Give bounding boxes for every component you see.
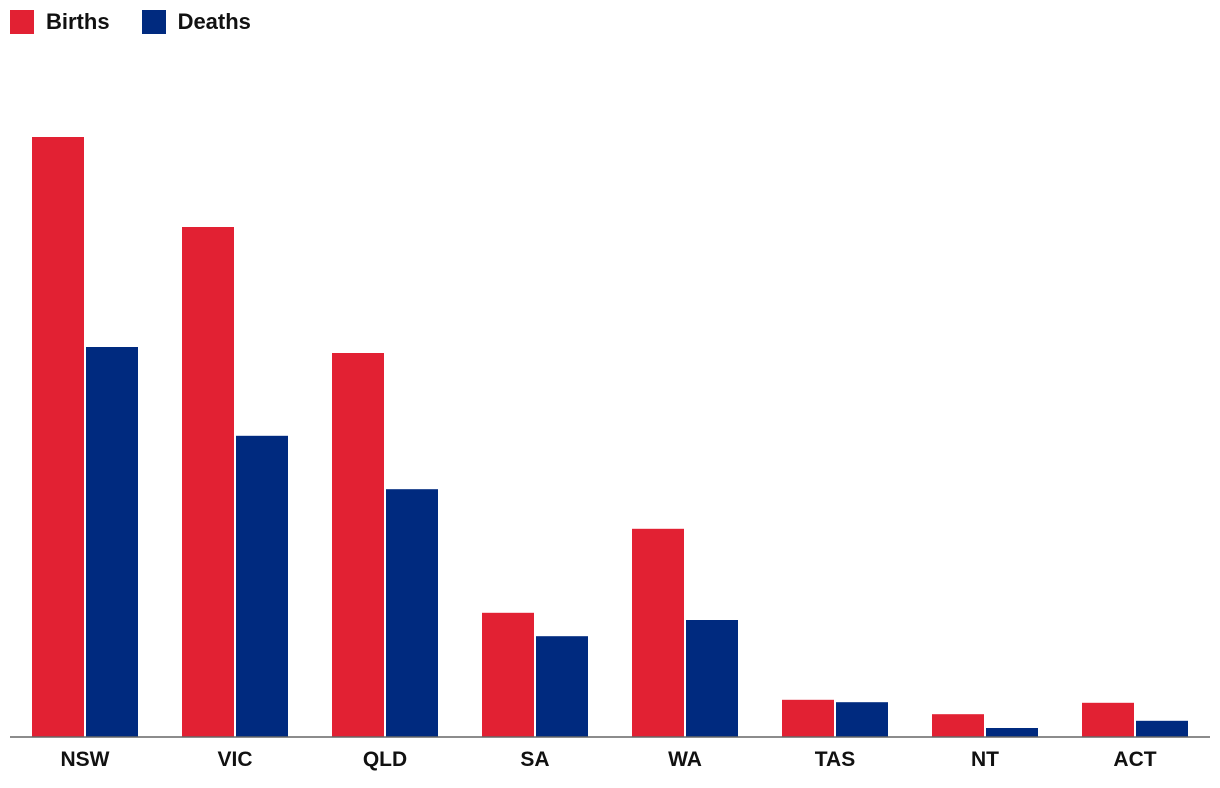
legend-label-births: Births: [46, 9, 110, 34]
x-tick-label-act: ACT: [1113, 748, 1156, 771]
x-tick-labels: NSW VIC QLD SA WA TAS NT ACT: [61, 748, 1157, 771]
legend: Births Deaths: [10, 8, 283, 36]
bar-births-tas: [782, 699, 834, 737]
x-tick-label-nsw: NSW: [61, 748, 110, 771]
bars-group: [32, 137, 1188, 737]
bar-deaths-vic: [236, 435, 288, 737]
bar-deaths-act: [1136, 720, 1188, 737]
legend-item-births: Births: [10, 8, 110, 36]
legend-swatch-deaths: [141, 10, 166, 34]
x-tick-label-vic: VIC: [217, 748, 252, 771]
bar-deaths-nsw: [86, 347, 138, 737]
bar-deaths-nt: [986, 728, 1038, 737]
legend-item-deaths: Deaths: [141, 8, 251, 36]
bar-births-sa: [482, 612, 534, 737]
bar-births-qld: [332, 353, 384, 737]
bar-deaths-sa: [536, 636, 588, 737]
bar-births-act: [1082, 702, 1134, 737]
bar-births-nsw: [32, 137, 84, 737]
bar-deaths-qld: [386, 489, 438, 737]
x-tick-label-nt: NT: [971, 748, 999, 771]
bar-births-wa: [632, 528, 684, 737]
legend-swatch-births: [10, 10, 34, 34]
bar-deaths-wa: [686, 620, 738, 737]
bar-births-vic: [182, 227, 234, 737]
legend-label-deaths: Deaths: [177, 9, 251, 34]
x-tick-label-sa: SA: [520, 748, 549, 771]
bar-births-nt: [932, 714, 984, 737]
x-tick-label-qld: QLD: [363, 748, 407, 771]
x-tick-label-tas: TAS: [815, 748, 855, 771]
bar-deaths-tas: [836, 702, 888, 737]
x-tick-label-wa: WA: [668, 748, 702, 771]
